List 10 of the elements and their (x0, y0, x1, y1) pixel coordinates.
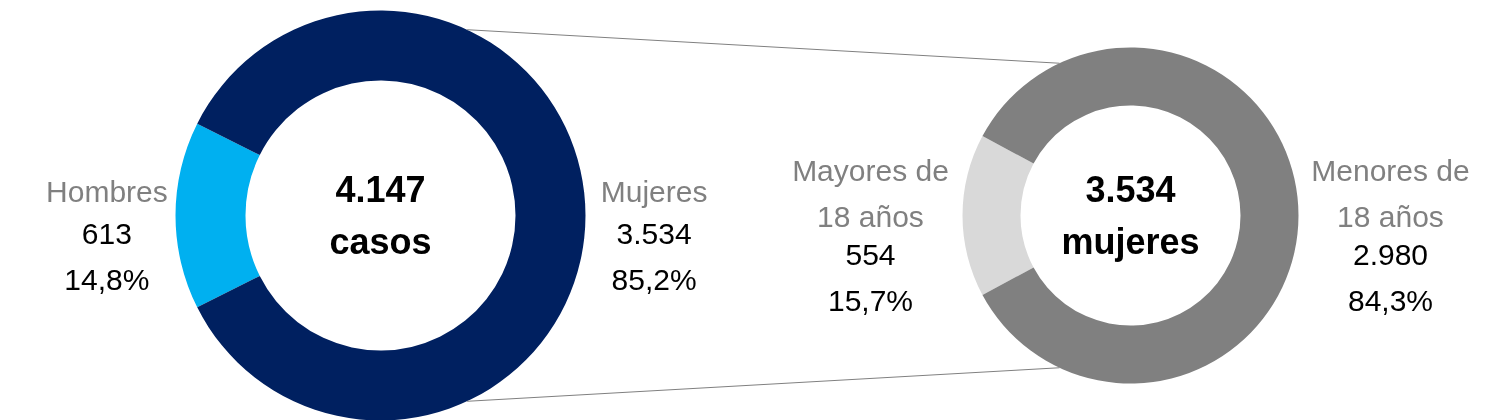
slice-label: Mayores de 18 años (792, 153, 949, 233)
text: 4.147 casos (329, 169, 432, 262)
data-label: 3.534 85,2% (611, 216, 697, 296)
data-label: 554 15,7% (827, 237, 914, 317)
data-label: 2.980 84,3% (1347, 237, 1434, 317)
data-label: 613 14,8% (64, 216, 150, 296)
slice-label: Menores de 18 años (1311, 153, 1470, 233)
text: 3.534 mujeres (1061, 169, 1200, 262)
slice-label: Hombres (46, 174, 168, 208)
slice-label: Mujeres (600, 174, 708, 208)
